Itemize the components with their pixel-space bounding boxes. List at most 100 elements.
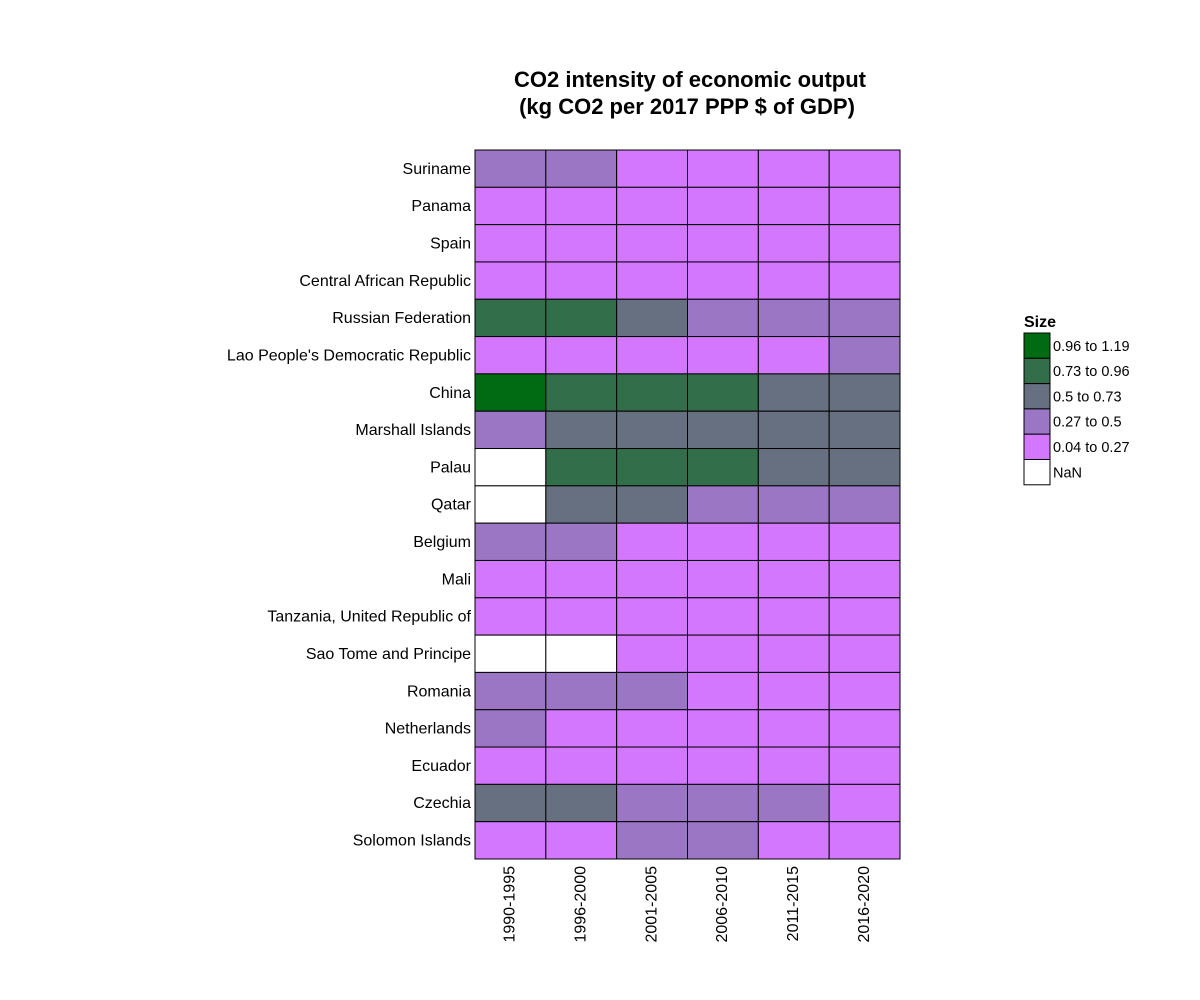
legend-swatch bbox=[1023, 459, 1051, 486]
heatmap-cell bbox=[757, 336, 830, 375]
heatmap-cell bbox=[757, 298, 830, 338]
y-tick-label: Netherlands bbox=[385, 721, 471, 738]
x-tick-label: 1990-1995 bbox=[502, 866, 519, 943]
heatmap-cell bbox=[757, 709, 830, 748]
heatmap-cell bbox=[616, 821, 689, 860]
heatmap-cell bbox=[828, 597, 901, 636]
heatmap-cell bbox=[545, 671, 618, 711]
heatmap-cell bbox=[828, 186, 901, 226]
heatmap-cell bbox=[687, 298, 759, 338]
y-tick-label: Central African Republic bbox=[299, 273, 471, 290]
heatmap-cell bbox=[757, 783, 830, 823]
legend-label: 0.73 to 0.96 bbox=[1053, 364, 1130, 380]
heatmap-cell bbox=[828, 149, 901, 188]
heatmap-cell bbox=[828, 746, 901, 785]
heatmap-cell bbox=[474, 261, 547, 300]
legend-label: 0.27 to 0.5 bbox=[1053, 415, 1122, 431]
legend-swatch bbox=[1023, 357, 1051, 385]
heatmap-cell bbox=[545, 224, 618, 263]
heatmap-cell bbox=[545, 783, 618, 823]
y-tick-label: China bbox=[429, 385, 471, 402]
heatmap-cell bbox=[687, 821, 759, 860]
heatmap-cell bbox=[687, 559, 759, 599]
heatmap-cell bbox=[474, 709, 547, 748]
heatmap-cell bbox=[474, 149, 547, 188]
heatmap-cell bbox=[616, 597, 689, 636]
heatmap-cell bbox=[474, 373, 547, 412]
heatmap-cell bbox=[687, 485, 759, 524]
x-tick-label: 2001-2005 bbox=[643, 866, 660, 943]
legend-label: 0.04 to 0.27 bbox=[1053, 440, 1130, 456]
heatmap-cell bbox=[687, 224, 759, 263]
y-tick-label: Sao Tome and Principe bbox=[306, 646, 471, 663]
y-tick-label: Panama bbox=[411, 198, 471, 215]
heatmap-cell bbox=[616, 671, 689, 711]
legend-swatch bbox=[1023, 332, 1051, 359]
y-tick-label: Lao People's Democratic Republic bbox=[227, 347, 471, 364]
heatmap-cell bbox=[687, 149, 759, 188]
heatmap-cell bbox=[687, 522, 759, 561]
heatmap-cell bbox=[687, 783, 759, 823]
heatmap-cell bbox=[616, 783, 689, 823]
heatmap-cell bbox=[757, 261, 830, 300]
heatmap-cell bbox=[616, 746, 689, 785]
heatmap-cell bbox=[545, 186, 618, 226]
heatmap-cell bbox=[828, 522, 901, 561]
heatmap-cell bbox=[687, 410, 759, 450]
heatmap-cell bbox=[757, 671, 830, 711]
heatmap-cell bbox=[828, 671, 901, 711]
y-tick-label: Solomon Islands bbox=[353, 833, 471, 850]
heatmap-cell bbox=[545, 821, 618, 860]
heatmap-cell bbox=[616, 522, 689, 561]
heatmap-cell bbox=[687, 597, 759, 636]
heatmap-cell bbox=[545, 448, 618, 487]
heatmap-cell bbox=[757, 410, 830, 450]
heatmap-cell bbox=[616, 559, 689, 599]
y-tick-label: Romania bbox=[407, 683, 471, 700]
x-tick-label: 1996-2000 bbox=[572, 866, 589, 943]
heatmap-cell bbox=[828, 261, 901, 300]
heatmap-cell bbox=[687, 186, 759, 226]
heatmap-cell bbox=[616, 485, 689, 524]
heatmap-cell bbox=[757, 746, 830, 785]
heatmap-cell bbox=[687, 634, 759, 673]
y-tick-label: Belgium bbox=[413, 534, 471, 551]
heatmap-cell bbox=[687, 671, 759, 711]
heatmap-cell bbox=[616, 410, 689, 450]
heatmap-cell bbox=[474, 298, 547, 338]
heatmap-cell bbox=[757, 597, 830, 636]
heatmap-cell bbox=[545, 298, 618, 338]
y-tick-label: Qatar bbox=[431, 497, 472, 514]
heatmap-cell bbox=[616, 336, 689, 375]
heatmap-cell bbox=[757, 634, 830, 673]
heatmap-cell bbox=[828, 448, 901, 487]
chart-title: (kg CO2 per 2017 PPP $ of GDP) bbox=[519, 94, 855, 119]
heatmap-cell bbox=[828, 224, 901, 263]
x-tick-label: 2006-2010 bbox=[714, 866, 731, 943]
heatmap-cell bbox=[828, 821, 901, 860]
heatmap-cell bbox=[474, 336, 547, 375]
heatmap-cell bbox=[757, 149, 830, 188]
heatmap-cell bbox=[545, 597, 618, 636]
heatmap-cell bbox=[687, 336, 759, 375]
heatmap-cell bbox=[474, 485, 547, 524]
y-tick-label: Ecuador bbox=[411, 758, 471, 775]
heatmap-cell bbox=[757, 224, 830, 263]
heatmap-cell bbox=[474, 671, 547, 711]
chart-title: CO2 intensity of economic output bbox=[514, 67, 867, 92]
heatmap-cell bbox=[616, 373, 689, 412]
heatmap-cell bbox=[616, 261, 689, 300]
heatmap-cell bbox=[828, 410, 901, 450]
heatmap-cell bbox=[474, 634, 547, 673]
y-tick-label: Tanzania, United Republic of bbox=[267, 609, 471, 626]
y-tick-label: Russian Federation bbox=[332, 310, 471, 327]
legend-swatch bbox=[1023, 433, 1051, 461]
heatmap-cell bbox=[828, 485, 901, 524]
heatmap-cell bbox=[687, 746, 759, 785]
heatmap-cell bbox=[828, 783, 901, 823]
y-tick-label: Suriname bbox=[403, 161, 472, 178]
heatmap-cell bbox=[474, 522, 547, 561]
heatmap-cell bbox=[616, 149, 689, 188]
y-tick-label: Mali bbox=[442, 571, 471, 588]
heatmap-cell bbox=[545, 522, 618, 561]
